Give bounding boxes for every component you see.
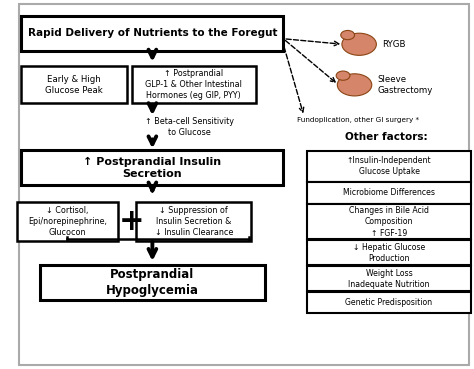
Text: Other factors:: Other factors: [346, 131, 428, 142]
Text: ↓ Suppression of
Insulin Secretion &
↓ Insulin Clearance: ↓ Suppression of Insulin Secretion & ↓ I… [155, 206, 233, 237]
Text: Changes in Bile Acid
Composition
↑ FGF-19: Changes in Bile Acid Composition ↑ FGF-1… [349, 206, 429, 238]
Text: Genetic Predisposition: Genetic Predisposition [346, 298, 433, 307]
FancyBboxPatch shape [308, 182, 471, 204]
FancyBboxPatch shape [21, 151, 283, 186]
FancyBboxPatch shape [17, 202, 118, 241]
Text: Postprandial
Hypoglycemia: Postprandial Hypoglycemia [106, 268, 199, 297]
Text: Early & High
Glucose Peak: Early & High Glucose Peak [46, 75, 103, 95]
Text: Rapid Delivery of Nutrients to the Foregut: Rapid Delivery of Nutrients to the Foreg… [27, 28, 277, 38]
Text: Fundoplication, other GI surgery *: Fundoplication, other GI surgery * [297, 117, 419, 123]
FancyBboxPatch shape [308, 151, 471, 182]
FancyBboxPatch shape [21, 66, 127, 103]
Text: Sleeve
Gastrectomy: Sleeve Gastrectomy [377, 75, 433, 94]
FancyBboxPatch shape [308, 292, 471, 313]
Text: Weight Loss
Inadequate Nutrition: Weight Loss Inadequate Nutrition [348, 269, 430, 289]
Text: ↑Insulin-Independent
Glucose Uptake: ↑Insulin-Independent Glucose Uptake [346, 156, 431, 176]
FancyBboxPatch shape [21, 16, 283, 51]
Text: ↑ Beta-cell Sensitivity
to Glucose: ↑ Beta-cell Sensitivity to Glucose [145, 117, 234, 137]
FancyBboxPatch shape [137, 202, 251, 241]
Text: ↓ Hepatic Glucose
Production: ↓ Hepatic Glucose Production [353, 243, 425, 263]
FancyBboxPatch shape [19, 4, 469, 365]
Ellipse shape [337, 74, 372, 96]
Text: Microbiome Differences: Microbiome Differences [343, 189, 435, 197]
Text: ↑ Postprandial
GLP-1 & Other Intestinal
Hormones (eg GIP, PYY): ↑ Postprandial GLP-1 & Other Intestinal … [146, 69, 242, 100]
Ellipse shape [341, 31, 355, 40]
Text: RYGB: RYGB [382, 40, 406, 49]
FancyBboxPatch shape [40, 265, 265, 300]
FancyBboxPatch shape [308, 240, 471, 265]
FancyBboxPatch shape [132, 66, 256, 103]
Text: +: + [119, 207, 145, 236]
Ellipse shape [342, 33, 376, 55]
Ellipse shape [336, 71, 350, 80]
Text: ↓ Cortisol,
Epi/norepinephrine,
Glucocon: ↓ Cortisol, Epi/norepinephrine, Glucocon [28, 206, 107, 237]
FancyBboxPatch shape [308, 266, 471, 291]
FancyBboxPatch shape [308, 204, 471, 239]
Text: ↑ Postprandial Insulin
Secretion: ↑ Postprandial Insulin Secretion [83, 157, 221, 179]
